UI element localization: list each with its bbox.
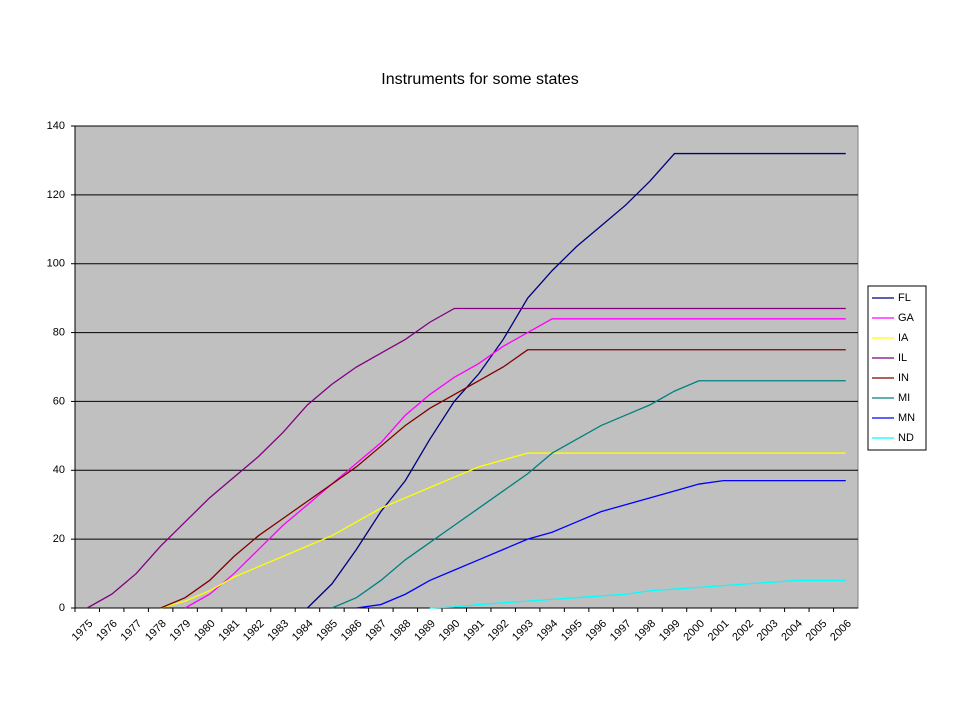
x-tick-label: 1998 (632, 618, 658, 644)
legend-label: FL (898, 292, 911, 304)
x-tick-label: 2006 (828, 618, 854, 644)
x-tick-label: 1991 (461, 618, 487, 644)
y-tick-label: 20 (53, 533, 65, 545)
x-tick-label: 1996 (583, 618, 609, 644)
series-line (184, 318, 846, 609)
x-tick-label: 2001 (706, 618, 732, 644)
series-line (160, 452, 846, 609)
x-tick-label: 1981 (216, 618, 242, 644)
y-tick-label: 100 (47, 258, 65, 270)
x-tick-label: 1980 (192, 618, 218, 644)
legend-box (867, 285, 927, 451)
series-line (356, 479, 846, 609)
x-tick-label: 1976 (94, 618, 120, 644)
x-tick-label: 1990 (437, 618, 463, 644)
x-tick-label: 1993 (510, 618, 536, 644)
legend-label: GA (898, 312, 915, 324)
series-line (86, 307, 846, 609)
y-tick-label: 120 (47, 189, 65, 201)
x-tick-label: 1979 (167, 618, 193, 644)
x-tick-label: 1977 (119, 618, 145, 644)
x-tick-label: 1984 (290, 618, 316, 644)
legend-label: MI (898, 392, 910, 404)
y-tick-label: 80 (53, 326, 65, 338)
x-tick-label: 1978 (143, 618, 169, 644)
x-tick-label: 2005 (804, 618, 830, 644)
legend-label: MN (898, 412, 915, 424)
x-tick-label: 1987 (363, 618, 389, 644)
x-tick-label: 2002 (730, 618, 756, 644)
x-tick-label: 1994 (535, 618, 561, 644)
chart-title: Instruments for some states (381, 71, 578, 88)
series-line (331, 380, 846, 609)
plot-area (74, 125, 859, 609)
y-tick-label: 140 (47, 120, 65, 132)
x-tick-label: 1999 (657, 618, 683, 644)
y-tick-label: 40 (53, 464, 65, 476)
y-tick-label: 0 (59, 602, 65, 614)
legend-label: ND (898, 432, 914, 444)
y-tick-label: 60 (53, 395, 65, 407)
series-line (306, 152, 846, 609)
legend-label: IA (898, 332, 909, 344)
x-tick-label: 2004 (779, 618, 805, 644)
x-tick-label: 2003 (755, 618, 781, 644)
x-tick-label: 2000 (681, 618, 707, 644)
x-tick-label: 1985 (314, 618, 340, 644)
x-tick-label: 1986 (339, 618, 365, 644)
series-line (160, 349, 846, 609)
series-line (429, 579, 846, 609)
x-tick-label: 1989 (412, 618, 438, 644)
legend-label: IN (898, 372, 909, 384)
x-tick-label: 1983 (265, 618, 291, 644)
x-tick-label: 1995 (559, 618, 585, 644)
x-tick-label: 1997 (608, 618, 634, 644)
x-tick-label: 1992 (486, 618, 512, 644)
x-tick-label: 1982 (241, 618, 267, 644)
x-tick-label: 1975 (70, 618, 96, 644)
x-tick-label: 1988 (388, 618, 414, 644)
legend-label: IL (898, 352, 907, 364)
